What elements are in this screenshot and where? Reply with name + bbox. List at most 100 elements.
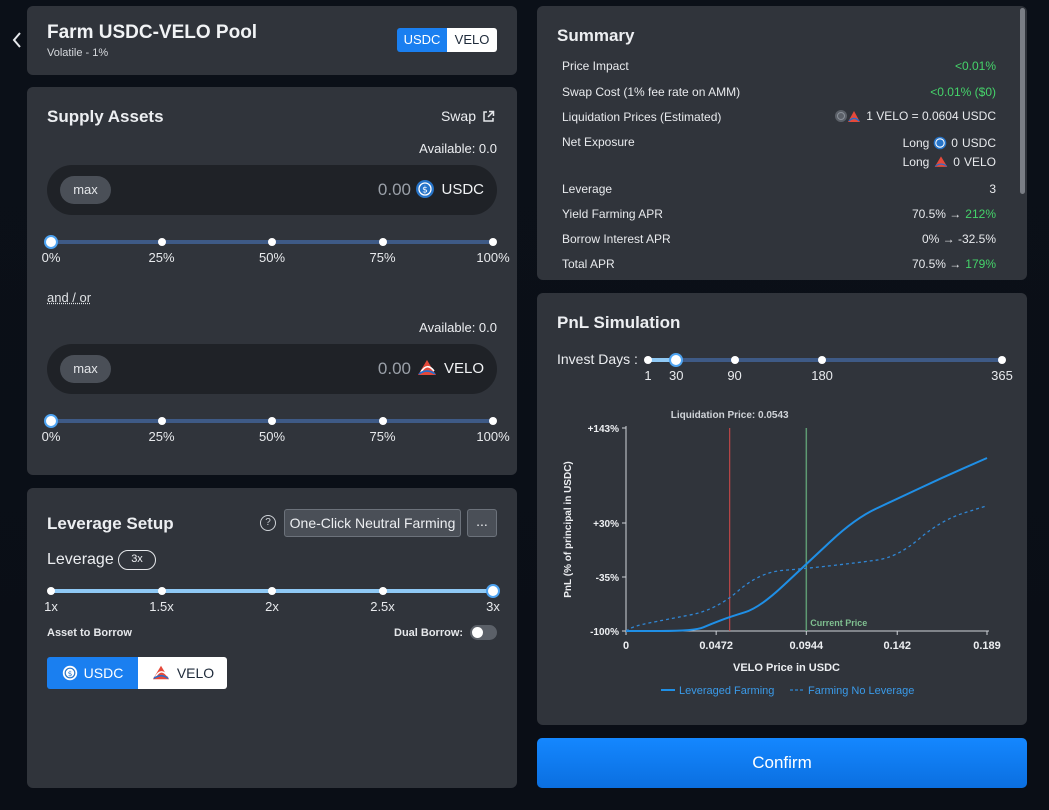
legend-no-leverage-label: Farming No Leverage [808, 685, 914, 697]
summary-panel: Summary Price Impact <0.01% Swap Cost (1… [537, 6, 1027, 280]
page-title: Farm USDC-VELO Pool [47, 22, 258, 43]
invest-days-slider[interactable]: 1 30 90 180 365 [644, 352, 1013, 383]
dual-borrow-toggle[interactable] [470, 625, 497, 640]
x-tick-label: 0.189 [973, 640, 1001, 652]
supply-title: Supply Assets [47, 107, 164, 126]
usdc-amount[interactable]: 0.00 [377, 180, 411, 199]
pool-header: Farm USDC-VELO Pool Volatile - 1% USDC V… [27, 6, 517, 75]
net-exposure-label: Net Exposure [562, 135, 635, 149]
velo-token: VELO [416, 358, 484, 378]
and-or-label: and / or [47, 290, 92, 305]
velo-amount[interactable]: 0.00 [377, 359, 411, 378]
leverage-title: Leverage Setup [47, 514, 174, 533]
leveraged-farming-line [626, 457, 988, 632]
supply-assets-panel: Supply Assets Swap Available: 0.0 max 0.… [27, 87, 517, 475]
net-exposure-velo: Long 0 VELO [902, 155, 996, 169]
x-tick-label: 0.142 [883, 640, 911, 652]
days-tick-label: 90 [727, 368, 742, 383]
days-tick-label: 180 [811, 368, 833, 383]
usdc-amount-input[interactable]: max 0.00 $ USDC [47, 165, 497, 215]
usdc-icon [933, 136, 947, 150]
liquidation-price-label: Liquidation Price: 0.0543 [671, 410, 789, 421]
x-tick-label: 0.0472 [699, 640, 733, 652]
days-dot[interactable] [818, 356, 827, 364]
one-click-neutral-button[interactable]: One-Click Neutral Farming [284, 509, 461, 537]
days-tick-label: 365 [991, 368, 1013, 383]
pnl-title: PnL Simulation [557, 313, 681, 332]
velo-slider-thumb[interactable] [44, 414, 58, 428]
legend-leveraged-label: Leveraged Farming [679, 685, 774, 697]
pair-icons [835, 110, 861, 122]
swap-link[interactable]: Swap [441, 108, 495, 124]
total-apr-label: Total APR [562, 257, 615, 271]
asset-to-borrow-label: Asset to Borrow [47, 627, 132, 639]
y-tick-label: +143% [588, 424, 620, 435]
borrow-apr-value: 0% → -32.5% [921, 232, 996, 246]
svg-text:$: $ [423, 186, 429, 196]
pnl-simulation-panel: PnL Simulation Invest Days : 1 30 90 180 365… [537, 293, 1027, 725]
current-price-label: Current Price [810, 618, 867, 628]
usdc-percent-slider[interactable]: 0% 25% 50% 75% 100% [42, 234, 510, 265]
y-tick-label: -100% [590, 627, 619, 638]
velo-max-button[interactable]: max [60, 355, 111, 383]
days-dot[interactable] [730, 356, 739, 364]
leverage-slider-thumb[interactable] [486, 584, 500, 598]
back-chevron-icon[interactable] [10, 30, 24, 50]
usdc-slider-thumb[interactable] [44, 235, 58, 249]
usdc-available: Available: 0.0 [419, 141, 497, 156]
help-icon[interactable]: ? [260, 515, 276, 531]
x-tick-label: 0.0944 [789, 640, 824, 652]
net-exposure-usdc: Long 0 USDC [902, 136, 996, 150]
usdc-icon: $ [62, 665, 77, 681]
leverage-badge: 3x [118, 550, 156, 570]
borrow-velo-button[interactable]: VELO [138, 657, 227, 689]
yield-apr-value: 70.5% → 212% [911, 207, 996, 221]
x-axis-label: VELO Price in USDC [733, 662, 840, 674]
dual-borrow-label: Dual Borrow: [394, 627, 464, 639]
velo-icon [417, 360, 436, 375]
toggle-usdc[interactable]: USDC [397, 28, 447, 52]
confirm-button[interactable]: Confirm [537, 738, 1027, 788]
yield-apr-label: Yield Farming APR [562, 207, 663, 221]
toggle-velo[interactable]: VELO [447, 28, 497, 52]
usdc-token: $ USDC [415, 179, 484, 199]
pnl-chart: +143% +30% -35% -100% 0 0.0472 0.0944 0.142 0.18… [563, 410, 1001, 697]
summary-title: Summary [557, 26, 635, 45]
leverage-row-value: 3 [989, 182, 996, 196]
velo-available: Available: 0.0 [419, 320, 497, 335]
leverage-label: Leverage [47, 551, 114, 568]
borrow-usdc-button[interactable]: $ USDC [47, 657, 138, 689]
price-impact-label: Price Impact [562, 59, 629, 73]
price-impact-value: <0.01% [954, 59, 996, 73]
usdc-max-button[interactable]: max [60, 176, 111, 204]
days-slider-thumb[interactable] [669, 353, 684, 367]
borrow-apr-label: Borrow Interest APR [562, 232, 671, 246]
more-options-button[interactable]: ... [467, 509, 497, 537]
leverage-slider[interactable]: 1x 1.5x 2x 2.5x 3x [44, 583, 500, 614]
days-dot[interactable] [998, 356, 1006, 364]
leverage-setup-panel: Leverage Setup ? One-Click Neutral Farmi… [27, 488, 517, 788]
no-leverage-line [625, 505, 988, 632]
days-tick-label: 1 [644, 368, 652, 383]
total-apr-value: 70.5% → 179% [911, 257, 996, 271]
days-dot[interactable] [644, 356, 652, 364]
svg-text:$: $ [67, 669, 72, 678]
liquidation-value: 1 VELO = 0.0604 USDC [834, 109, 996, 123]
velo-percent-slider[interactable]: 0% 25% 50% 75% 100% [42, 413, 510, 444]
invest-days-label: Invest Days : [557, 351, 638, 367]
usdc-icon: $ [416, 180, 435, 198]
pool-subtitle: Volatile - 1% [47, 47, 109, 59]
swap-cost-label: Swap Cost (1% fee rate on AMM) [562, 85, 741, 99]
x-tick-label: 0 [623, 640, 629, 652]
y-tick-label: +30% [593, 519, 619, 530]
days-tick-label: 30 [668, 368, 684, 383]
velo-amount-input[interactable]: max 0.00 VELO [47, 344, 497, 394]
liquidation-label: Liquidation Prices (Estimated) [562, 110, 722, 124]
external-link-icon [483, 110, 495, 122]
y-axis-label: PnL (% of principal in USDC) [563, 461, 574, 597]
summary-scrollbar[interactable] [1020, 8, 1025, 194]
swap-cost-value: <0.01% ($0) [930, 85, 996, 99]
velo-icon [152, 665, 169, 680]
leverage-row-label: Leverage [562, 182, 613, 196]
y-tick-label: -35% [596, 573, 619, 584]
